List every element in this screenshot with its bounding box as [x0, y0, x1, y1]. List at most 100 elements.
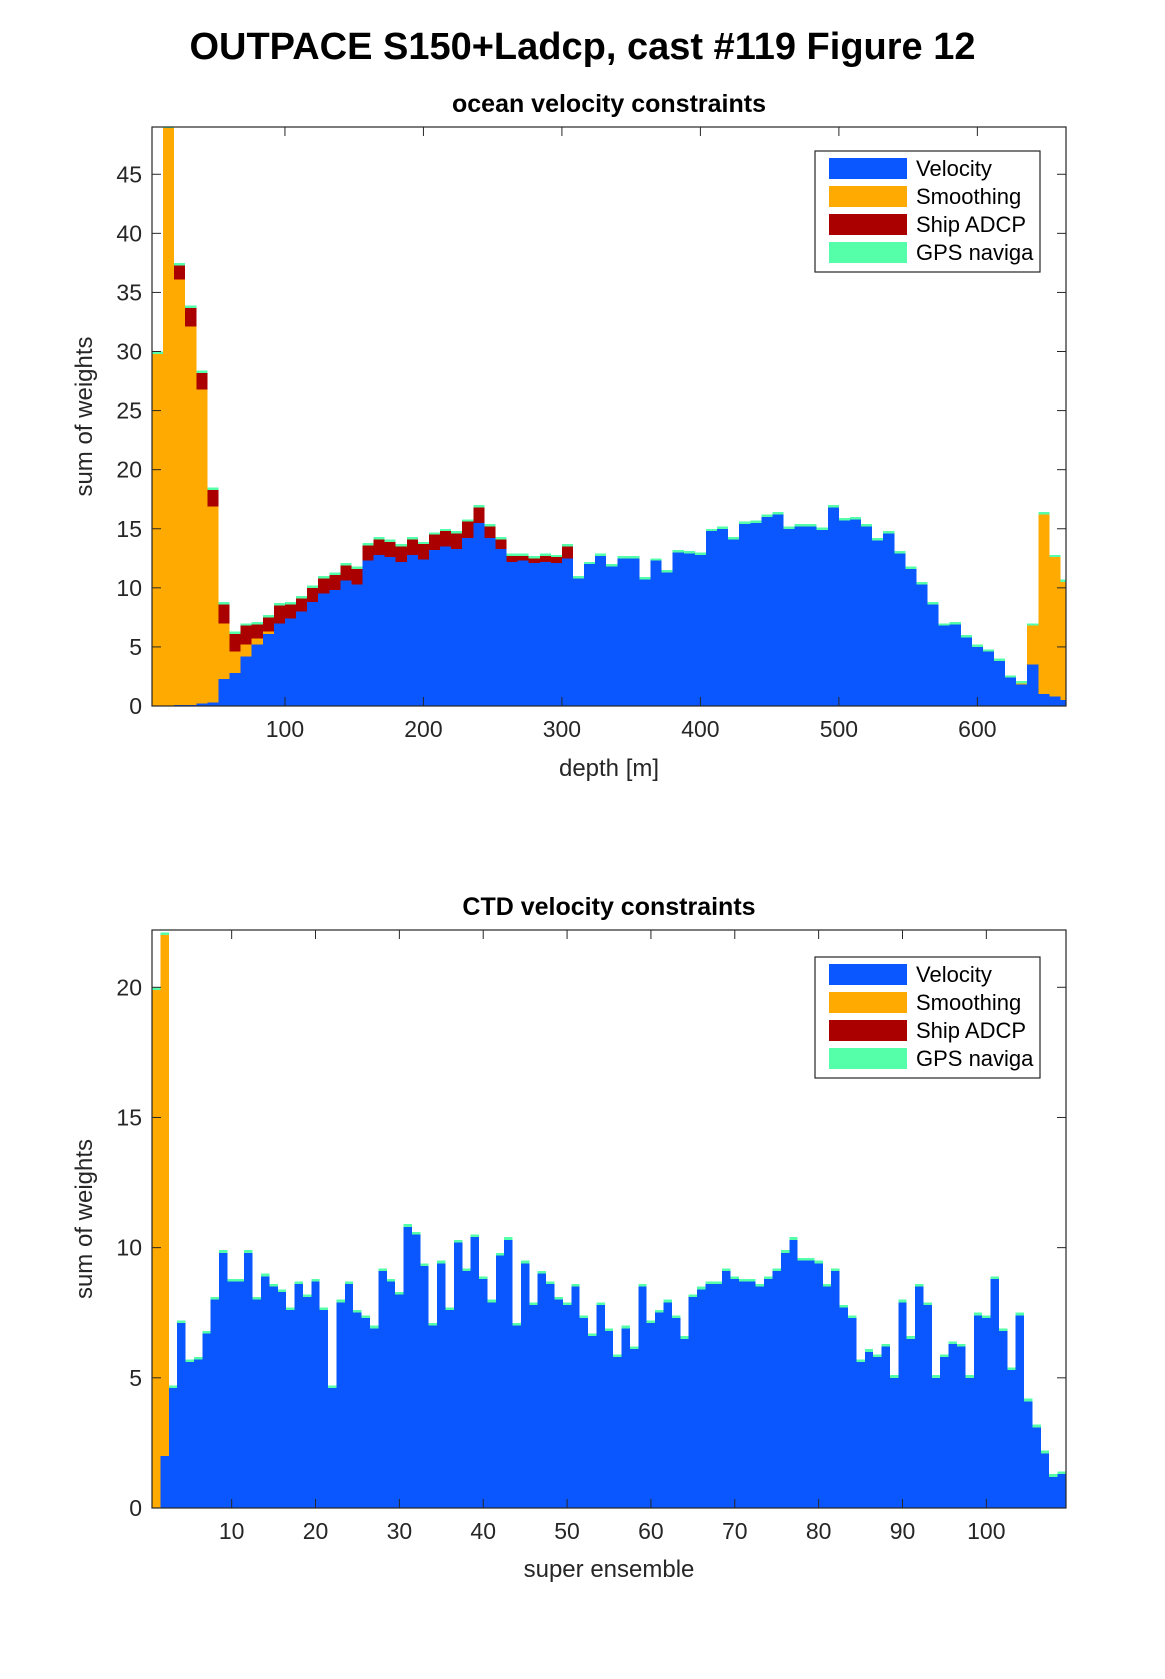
bar-velocity [193, 1359, 203, 1508]
bar-ship-adcp [395, 546, 407, 562]
bar-velocity [927, 604, 939, 706]
bar-velocity [730, 1278, 739, 1508]
bar-velocity [235, 1281, 245, 1508]
bar-gps-naviga [722, 1268, 731, 1272]
bar-ship-adcp [362, 545, 374, 561]
bar-gps-naviga [528, 555, 540, 559]
bar-velocity [269, 1286, 278, 1508]
x-tick-label: 100 [967, 1518, 1005, 1544]
bar-velocity [739, 524, 751, 706]
bar-velocity [856, 1362, 865, 1508]
bar-velocity [971, 646, 983, 706]
bar-gps-naviga [487, 1299, 496, 1303]
bar-ship-adcp [440, 531, 452, 547]
bar-gps-naviga [1049, 1474, 1058, 1477]
bar-velocity [451, 548, 463, 706]
bar-gps-naviga [883, 531, 895, 534]
bar-gps-naviga [864, 1349, 874, 1352]
bar-gps-naviga [838, 518, 850, 521]
bar-velocity [403, 1226, 412, 1508]
bar-gps-naviga [550, 554, 562, 558]
bar-velocity [294, 1284, 303, 1508]
bar-gps-naviga [1024, 1398, 1033, 1402]
legend-label: Ship ADCP [916, 212, 1026, 237]
bar-velocity [638, 1286, 647, 1508]
bar-velocity [1038, 694, 1050, 706]
bar-velocity [329, 590, 341, 706]
bar-velocity [168, 1388, 178, 1508]
bar-velocity [1049, 1476, 1058, 1508]
bar-velocity [750, 522, 762, 706]
bar-gps-naviga [728, 537, 740, 540]
bar-gps-naviga [688, 1294, 698, 1298]
bar-gps-naviga [473, 505, 485, 508]
y-tick-label: 30 [116, 339, 142, 365]
bar-velocity [629, 1349, 639, 1508]
bar-ship-adcp [406, 539, 418, 555]
bar-velocity [617, 558, 629, 706]
bar-velocity [318, 593, 330, 706]
bar-gps-naviga [219, 1250, 228, 1253]
bar-velocity [361, 1317, 371, 1508]
bar-smoothing [1027, 625, 1039, 665]
bar-velocity [1060, 700, 1066, 706]
bar-velocity [462, 538, 474, 706]
bar-velocity [453, 1242, 463, 1508]
x-tick-label: 100 [266, 716, 304, 742]
bar-gps-naviga [971, 644, 983, 647]
bar-gps-naviga [822, 1284, 832, 1287]
bar-gps-naviga [484, 524, 496, 527]
bar-gps-naviga [717, 526, 729, 529]
bar-gps-naviga [453, 1239, 463, 1243]
legend-swatch [829, 964, 907, 985]
bar-velocity [495, 1255, 505, 1508]
bar-velocity [370, 1328, 379, 1508]
bar-gps-naviga [244, 1250, 253, 1253]
bar-gps-naviga [750, 520, 762, 523]
bar-velocity [244, 1252, 253, 1508]
bar-velocity [683, 553, 695, 706]
bar-velocity [284, 618, 297, 706]
bar-gps-naviga [193, 1356, 203, 1360]
bar-gps-naviga [373, 537, 385, 540]
bar-velocity [537, 1273, 547, 1508]
bar-velocity [993, 661, 1006, 706]
legend-label: Smoothing [916, 184, 1021, 209]
bar-ship-adcp [296, 598, 308, 612]
bar-velocity [572, 578, 585, 706]
bar-gps-naviga [894, 551, 906, 554]
bar-gps-naviga [683, 551, 695, 554]
x-tick-label: 60 [638, 1518, 664, 1544]
bar-velocity [1040, 1453, 1050, 1508]
bar-velocity [839, 1307, 848, 1508]
bars [152, 127, 1066, 706]
bar-velocity [196, 703, 208, 706]
bar-gps-naviga [529, 1302, 538, 1305]
bar-gps-naviga [705, 528, 718, 532]
bar-smoothing [1016, 683, 1028, 685]
y-tick-label: 5 [129, 1365, 142, 1391]
bar-velocity [628, 558, 640, 706]
bar-velocity [504, 1239, 513, 1508]
bar-gps-naviga [973, 1312, 983, 1316]
bar-smoothing [1060, 581, 1066, 701]
bar-velocity [487, 1302, 496, 1508]
bar-gps-naviga [546, 1281, 555, 1285]
bar-velocity [722, 1271, 731, 1508]
bar-gps-naviga [1040, 1450, 1050, 1454]
y-tick-label: 10 [116, 1235, 142, 1261]
bar-gps-naviga [579, 1315, 589, 1318]
bar-velocity [428, 550, 441, 706]
bar-velocity [1015, 1315, 1025, 1508]
bar-ship-adcp [351, 568, 363, 585]
bar-velocity [814, 1263, 823, 1508]
bar-velocity [606, 566, 618, 706]
bar-smoothing [160, 935, 169, 1456]
bar-gps-naviga [938, 623, 950, 626]
bar-velocity [661, 572, 673, 706]
legend: Velocity Smoothing Ship ADCP GPS naviga [814, 956, 1041, 1079]
bar-gps-naviga [210, 1297, 220, 1300]
bar-velocity [1016, 684, 1028, 706]
bar-gps-naviga [680, 1336, 689, 1339]
bar-velocity [938, 625, 950, 706]
